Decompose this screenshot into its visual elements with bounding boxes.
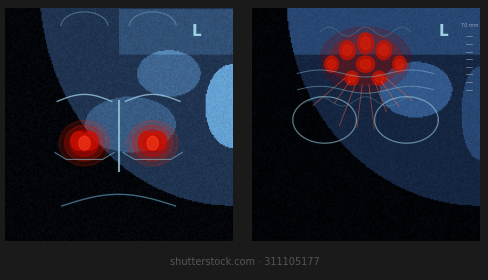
Text: L: L — [437, 24, 447, 39]
Ellipse shape — [326, 59, 335, 69]
Ellipse shape — [357, 33, 373, 54]
Ellipse shape — [150, 132, 166, 150]
Ellipse shape — [347, 74, 355, 82]
Ellipse shape — [75, 135, 93, 151]
Ellipse shape — [82, 132, 98, 150]
Ellipse shape — [356, 56, 374, 72]
Ellipse shape — [395, 59, 403, 69]
Ellipse shape — [345, 71, 358, 85]
Ellipse shape — [127, 120, 178, 166]
Ellipse shape — [359, 59, 370, 69]
Ellipse shape — [139, 132, 155, 150]
Ellipse shape — [59, 120, 110, 166]
Ellipse shape — [374, 74, 383, 82]
Ellipse shape — [342, 45, 351, 56]
Ellipse shape — [319, 27, 410, 92]
Ellipse shape — [339, 41, 355, 60]
Text: L: L — [191, 24, 201, 39]
Text: shutterstock.com · 311105177: shutterstock.com · 311105177 — [169, 257, 319, 267]
Ellipse shape — [64, 125, 104, 161]
Ellipse shape — [143, 135, 162, 151]
Ellipse shape — [360, 37, 369, 50]
Ellipse shape — [378, 45, 387, 56]
Ellipse shape — [147, 136, 158, 150]
Ellipse shape — [79, 136, 90, 150]
Text: 70 mm: 70 mm — [460, 23, 478, 28]
Ellipse shape — [138, 130, 167, 156]
Ellipse shape — [132, 125, 172, 161]
Ellipse shape — [392, 56, 406, 72]
Ellipse shape — [71, 132, 86, 150]
Ellipse shape — [375, 41, 391, 60]
Ellipse shape — [324, 56, 338, 72]
Ellipse shape — [70, 130, 99, 156]
Ellipse shape — [371, 71, 385, 85]
Ellipse shape — [328, 34, 401, 85]
